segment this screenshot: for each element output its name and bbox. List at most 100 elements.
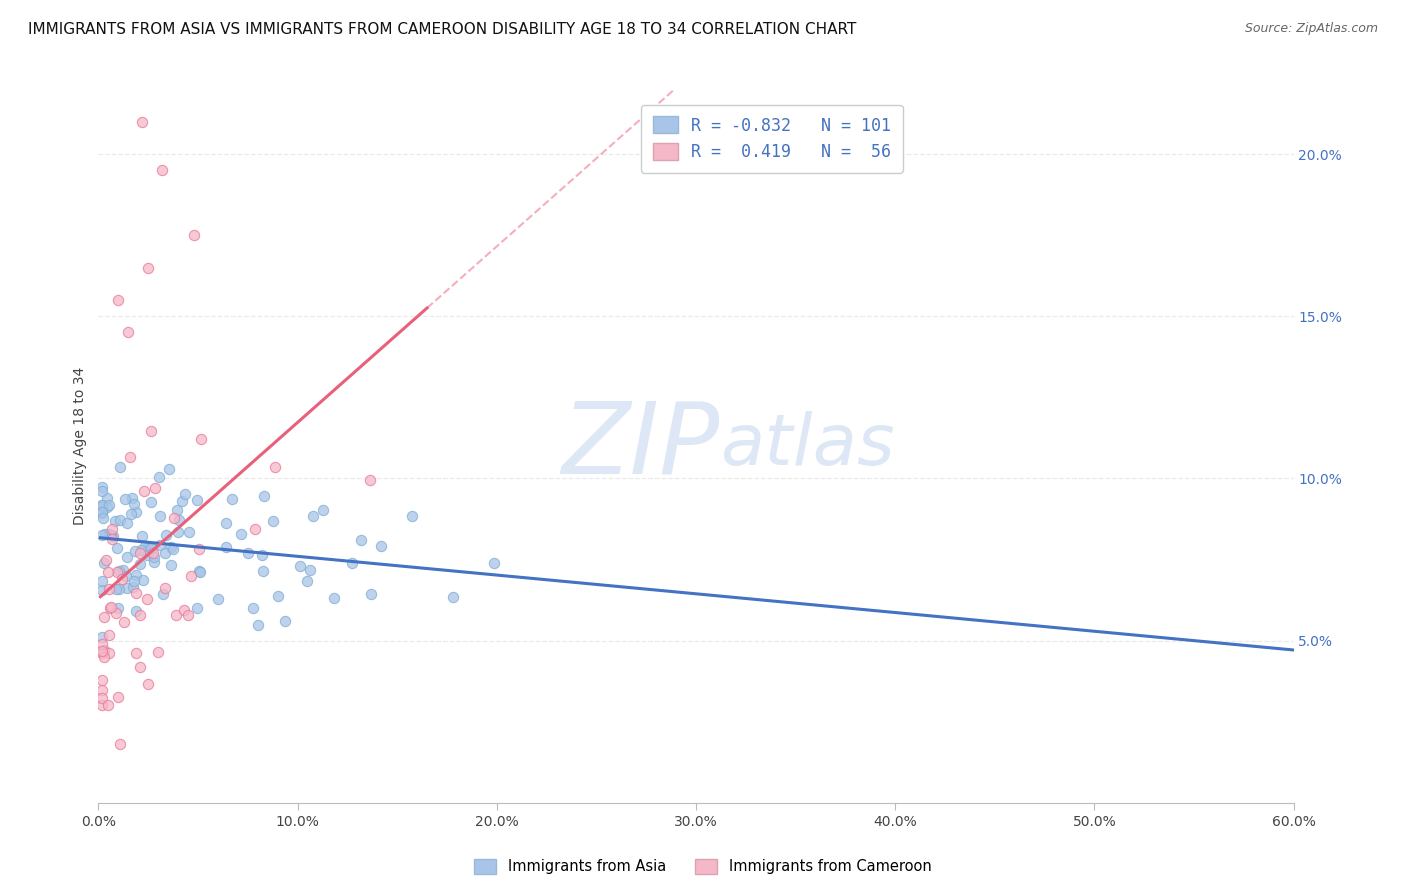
Point xyxy=(114,491,136,506)
Point xyxy=(125,586,148,600)
Point xyxy=(107,293,129,307)
Point xyxy=(143,555,166,569)
Point xyxy=(107,690,129,704)
Point xyxy=(173,603,195,617)
Point xyxy=(177,608,200,623)
Legend: Immigrants from Asia, Immigrants from Cameroon: Immigrants from Asia, Immigrants from Ca… xyxy=(468,853,938,880)
Point xyxy=(97,565,120,579)
Point xyxy=(245,522,267,536)
Point xyxy=(91,479,114,493)
Point xyxy=(155,546,177,560)
Point xyxy=(149,509,172,524)
Point xyxy=(129,546,152,560)
Y-axis label: Disability Age 18 to 34: Disability Age 18 to 34 xyxy=(73,367,87,525)
Point xyxy=(187,564,209,578)
Point xyxy=(115,581,138,595)
Point xyxy=(125,646,148,660)
Point xyxy=(91,698,114,713)
Point xyxy=(167,513,190,527)
Point xyxy=(190,432,212,446)
Point xyxy=(441,590,464,604)
Text: Source: ZipAtlas.com: Source: ZipAtlas.com xyxy=(1244,22,1378,36)
Point xyxy=(165,608,187,623)
Point xyxy=(91,646,114,660)
Point xyxy=(401,509,423,524)
Point xyxy=(186,493,208,508)
Point xyxy=(105,582,128,596)
Point xyxy=(172,494,194,508)
Point xyxy=(91,528,114,542)
Point xyxy=(129,542,152,557)
Point xyxy=(370,539,392,553)
Point xyxy=(124,574,146,589)
Point xyxy=(136,677,159,691)
Point xyxy=(105,541,128,556)
Point xyxy=(100,527,122,541)
Point xyxy=(105,565,128,579)
Point xyxy=(340,556,363,570)
Point xyxy=(142,550,165,565)
Point xyxy=(167,525,190,540)
Point xyxy=(91,636,114,650)
Point xyxy=(96,491,118,506)
Point xyxy=(262,515,284,529)
Point xyxy=(129,607,152,622)
Text: atlas: atlas xyxy=(720,411,894,481)
Point xyxy=(229,526,252,541)
Point xyxy=(112,563,135,577)
Point xyxy=(135,548,157,562)
Point xyxy=(91,505,114,519)
Point xyxy=(108,513,131,527)
Point xyxy=(120,507,142,521)
Point xyxy=(107,600,129,615)
Point xyxy=(141,495,163,509)
Point xyxy=(360,587,382,601)
Point xyxy=(91,506,114,520)
Point xyxy=(131,529,153,543)
Point xyxy=(91,483,114,498)
Point xyxy=(93,649,115,664)
Point xyxy=(187,542,209,557)
Point xyxy=(131,114,153,128)
Point xyxy=(132,573,155,587)
Point xyxy=(94,527,117,541)
Point xyxy=(98,628,121,642)
Point xyxy=(155,528,177,542)
Point xyxy=(107,564,129,578)
Point xyxy=(93,556,115,570)
Point xyxy=(482,556,505,570)
Point xyxy=(162,541,184,556)
Point xyxy=(91,690,114,705)
Point xyxy=(112,615,135,630)
Point xyxy=(107,582,129,596)
Point xyxy=(157,461,180,475)
Point xyxy=(236,545,259,559)
Point xyxy=(91,582,114,597)
Point xyxy=(323,591,346,605)
Point xyxy=(160,558,183,573)
Point xyxy=(108,459,131,474)
Point xyxy=(91,683,114,698)
Point xyxy=(93,609,115,624)
Point xyxy=(139,541,162,555)
Point xyxy=(350,533,373,547)
Point xyxy=(288,559,311,574)
Point xyxy=(117,326,139,340)
Point xyxy=(98,646,121,660)
Point xyxy=(150,163,173,178)
Point xyxy=(302,509,325,524)
Point xyxy=(91,498,114,512)
Point xyxy=(215,540,238,554)
Point xyxy=(247,618,270,632)
Point xyxy=(149,538,172,552)
Point xyxy=(91,574,114,589)
Point xyxy=(359,473,381,487)
Point xyxy=(152,587,174,601)
Point xyxy=(122,497,145,511)
Point xyxy=(129,558,152,572)
Point xyxy=(186,601,208,615)
Point xyxy=(173,487,195,501)
Point xyxy=(91,498,114,512)
Point xyxy=(274,614,297,628)
Point xyxy=(115,569,138,583)
